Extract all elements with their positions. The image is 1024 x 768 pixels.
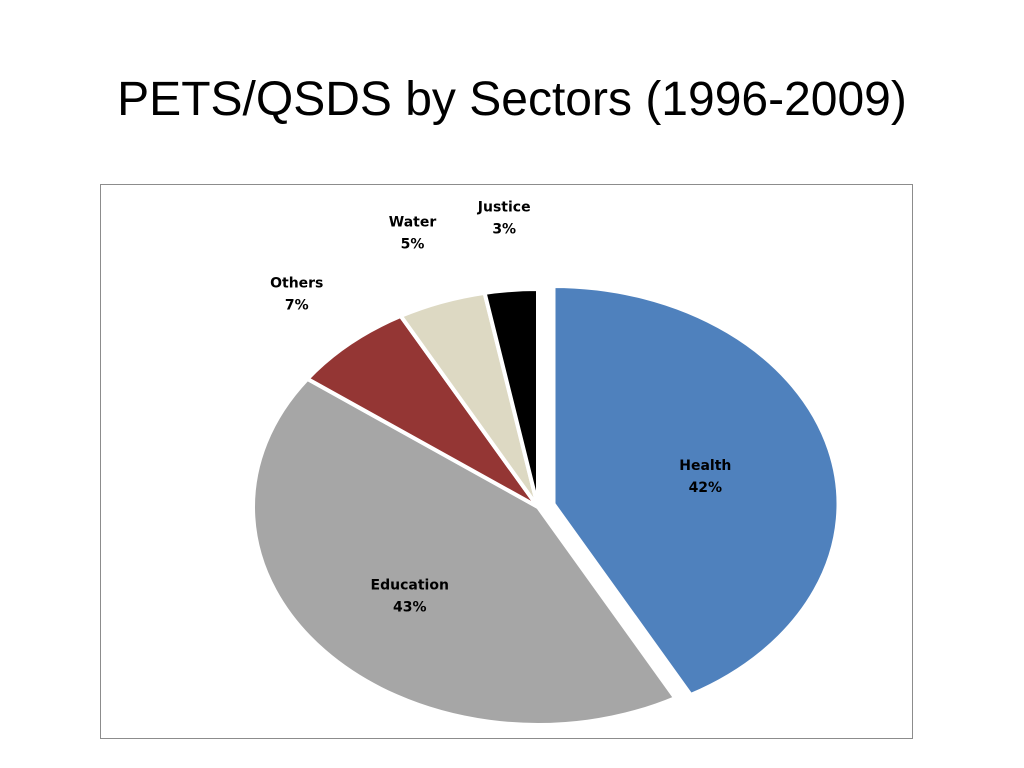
slice-label-percent: 7% bbox=[285, 298, 309, 314]
slide-title: PETS/QSDS by Sectors (1996-2009) bbox=[117, 73, 907, 126]
slice-label-percent: 3% bbox=[492, 222, 516, 238]
pie-chart: Health 42% Education 43% Others 7% Water 5% Just… bbox=[251, 200, 841, 727]
slice-label-name: Health bbox=[679, 458, 731, 474]
slice-label-water: Water 5% bbox=[389, 214, 437, 252]
slice-label-justice: Justice 3% bbox=[477, 200, 531, 238]
slice-label-percent: 42% bbox=[689, 480, 723, 496]
pie-slice-justice bbox=[482, 287, 540, 509]
slice-label-name: Education bbox=[371, 577, 449, 593]
pie-slice-education bbox=[251, 376, 678, 727]
pie-slice-others bbox=[305, 313, 540, 509]
slice-label-percent: 43% bbox=[393, 599, 427, 615]
slice-label-percent: 5% bbox=[401, 236, 425, 252]
slice-label-name: Others bbox=[270, 276, 323, 292]
slice-label-education: Education 43% bbox=[371, 577, 449, 615]
pie-slice-health bbox=[551, 283, 841, 697]
chart-frame: Health 42% Education 43% Others 7% Water 5% Just… bbox=[100, 184, 913, 739]
slice-label-health: Health 42% bbox=[679, 458, 731, 496]
slice-label-name: Water bbox=[389, 214, 437, 230]
slice-label-name: Justice bbox=[477, 200, 531, 216]
slice-label-others: Others 7% bbox=[270, 276, 323, 314]
pie-labels: Health 42% Education 43% Others 7% Water 5% Just… bbox=[270, 200, 731, 616]
pie-slices bbox=[251, 283, 841, 727]
